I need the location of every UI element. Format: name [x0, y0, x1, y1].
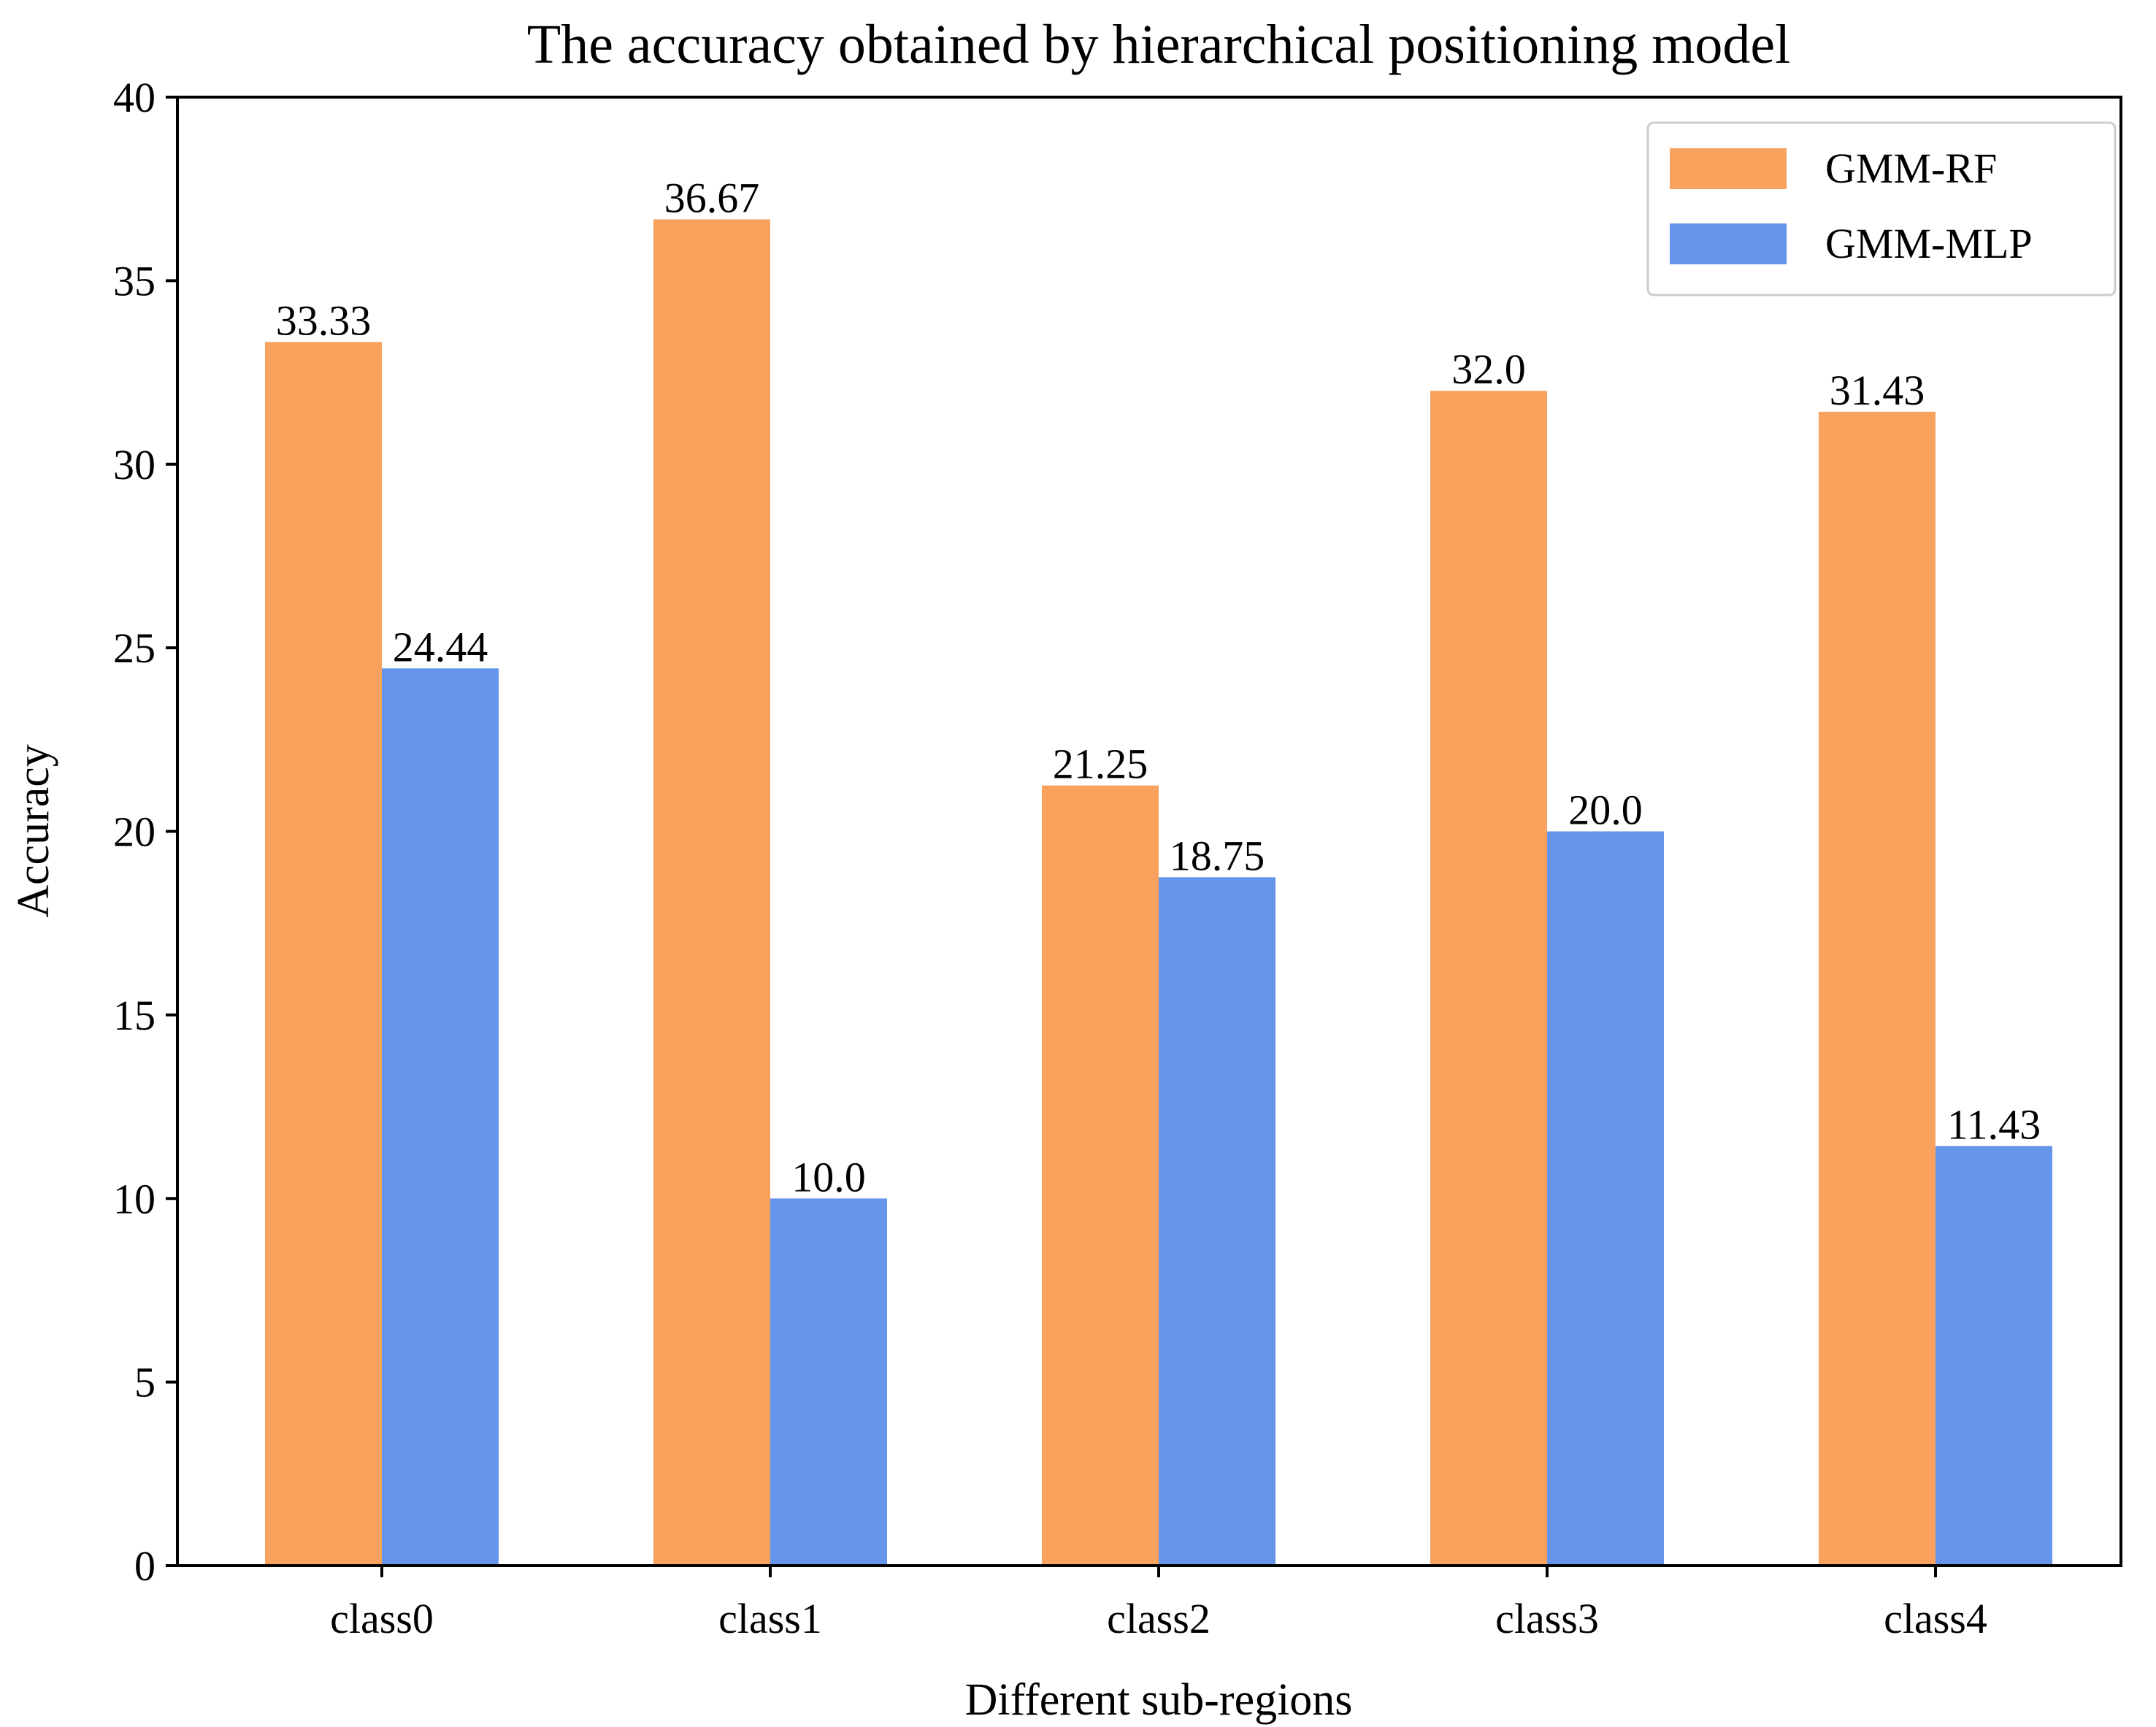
x-tick-label-class4: class4	[1884, 1595, 1987, 1642]
data-label-gmm-rf-class4: 31.43	[1830, 367, 1925, 414]
data-label-gmm-rf-class3: 32.0	[1451, 345, 1526, 393]
data-label-gmm-rf-class2: 21.25	[1053, 740, 1148, 788]
data-label-gmm-mlp-class4: 11.43	[1947, 1100, 2041, 1148]
bar-gmm-rf-class1	[653, 219, 770, 1566]
y-tick-label: 25	[113, 624, 156, 672]
y-tick-label: 20	[113, 808, 156, 856]
y-tick-label: 40	[113, 74, 156, 121]
data-label-gmm-mlp-class0: 24.44	[393, 623, 488, 670]
y-tick-label: 15	[113, 992, 156, 1039]
legend-label-gmm-rf: GMM-RF	[1825, 145, 1997, 192]
bar-gmm-rf-class0	[265, 342, 382, 1566]
x-axis: class0 class1 class2 class3 class4	[330, 1566, 1987, 1642]
x-tick-label-class1: class1	[718, 1595, 822, 1642]
data-label-gmm-mlp-class1: 10.0	[791, 1153, 866, 1201]
y-tick-label: 0	[134, 1542, 156, 1590]
bar-gmm-mlp-class3	[1547, 831, 1664, 1566]
data-label-gmm-rf-class0: 33.33	[276, 296, 372, 344]
legend-swatch-gmm-rf	[1670, 148, 1787, 189]
data-label-gmm-mlp-class2: 18.75	[1170, 832, 1265, 879]
y-axis-label: Accuracy	[9, 744, 58, 918]
bar-gmm-mlp-class0	[382, 668, 499, 1566]
data-label-gmm-mlp-class3: 20.0	[1568, 786, 1643, 834]
y-axis: 0 5 10 15 20 25 30 35 40	[113, 74, 177, 1590]
bar-gmm-rf-class3	[1430, 391, 1547, 1566]
y-tick-label: 30	[113, 441, 156, 489]
bar-gmm-mlp-class2	[1159, 877, 1275, 1566]
bar-gmm-rf-class2	[1042, 785, 1159, 1566]
y-tick-label: 35	[113, 257, 156, 305]
bar-gmm-rf-class4	[1819, 411, 1936, 1566]
bars-layer	[265, 219, 2052, 1566]
legend-label-gmm-mlp: GMM-MLP	[1825, 220, 2033, 267]
x-tick-label-class2: class2	[1107, 1595, 1211, 1642]
legend-swatch-gmm-mlp	[1670, 223, 1787, 264]
bar-gmm-mlp-class4	[1936, 1146, 2052, 1566]
x-tick-label-class3: class3	[1495, 1595, 1599, 1642]
x-tick-label-class0: class0	[330, 1595, 434, 1642]
x-axis-label: Different sub-regions	[965, 1675, 1353, 1725]
bar-gmm-mlp-class1	[770, 1198, 887, 1566]
data-labels-layer: 33.33 36.67 21.25 32.0 31.43 24.44 10.0 18.75 20…	[276, 174, 2041, 1201]
y-tick-label: 10	[113, 1175, 156, 1222]
legend: GMM-RF GMM-MLP	[1646, 121, 2117, 296]
y-tick-label: 5	[134, 1359, 156, 1406]
data-label-gmm-rf-class1: 36.67	[664, 174, 760, 221]
chart-title: The accuracy obtained by hierarchical po…	[527, 14, 1790, 75]
